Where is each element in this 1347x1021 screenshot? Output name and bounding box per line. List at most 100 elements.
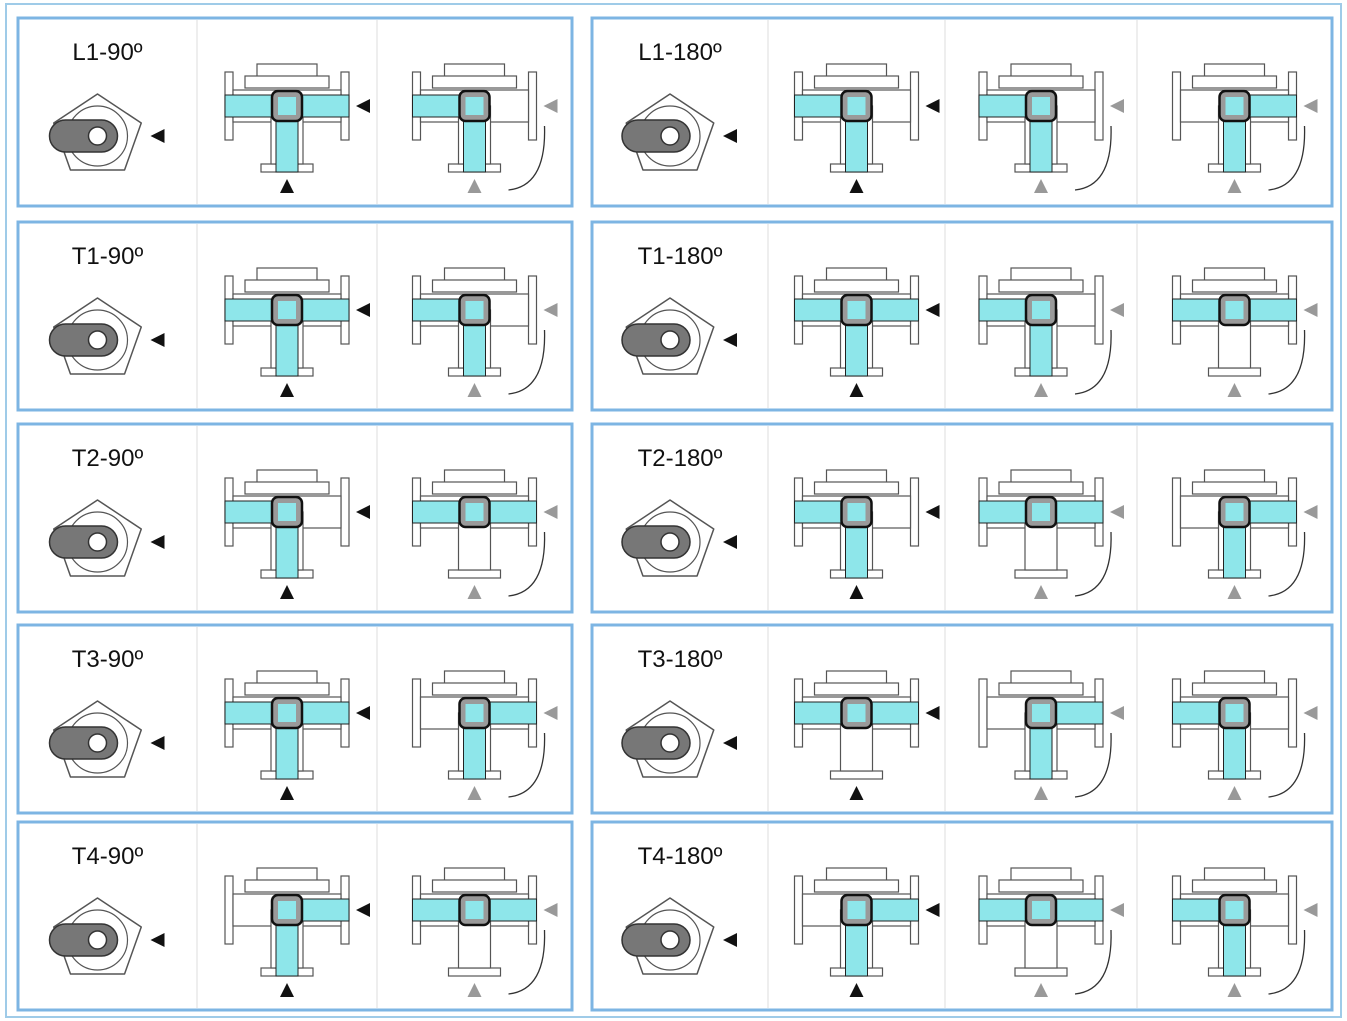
flow-arrow <box>1034 383 1048 397</box>
valve-bonnet <box>431 279 518 293</box>
valve-flange <box>527 275 538 345</box>
actuator-hub <box>87 930 108 950</box>
rotation-arrow <box>1268 732 1306 798</box>
valve-bonnet <box>244 481 330 495</box>
flow-arrow <box>467 585 482 599</box>
valve-panel: T2-180º <box>590 422 1334 614</box>
rotation-arrow <box>508 125 546 191</box>
panel-label: L1-90º <box>72 39 142 66</box>
flow-arrow <box>150 333 165 347</box>
actuator-handle <box>621 119 691 153</box>
flow-channel <box>978 94 1030 118</box>
valve-ball-port <box>465 97 484 115</box>
flow-arrow <box>925 903 940 917</box>
valve-ball-port <box>1225 704 1244 722</box>
flow-channel <box>224 500 276 524</box>
valve-bonnet <box>431 879 518 893</box>
valve-ball-port <box>847 97 866 115</box>
valve-flange <box>411 678 422 748</box>
flow-arrow <box>925 505 940 519</box>
flow-channel <box>794 94 845 118</box>
valve-panel: T3-180º <box>590 623 1334 815</box>
flow-arrow <box>723 333 737 347</box>
valve-flange <box>793 875 804 945</box>
flow-arrow <box>1227 786 1242 800</box>
flow-arrow <box>1227 383 1242 397</box>
flow-channel <box>275 321 299 377</box>
valve-ball-port <box>1032 704 1050 722</box>
valve-bonnet <box>431 682 518 696</box>
flow-channel <box>1223 523 1246 579</box>
flow-channel <box>486 500 537 524</box>
flow-channel <box>794 701 845 725</box>
valve-bonnet <box>1191 879 1278 893</box>
panel-label: L1-180º <box>638 39 722 66</box>
flow-arrow <box>543 99 558 113</box>
flow-arrow <box>1227 983 1242 997</box>
valve-panel: T4-90º <box>16 820 574 1012</box>
flow-channel <box>412 298 463 322</box>
flow-arrow <box>467 983 482 997</box>
valve-flange <box>1171 477 1182 547</box>
flow-arrow <box>1034 786 1048 800</box>
flow-arrow <box>356 303 370 317</box>
flow-arrow <box>849 786 864 800</box>
flow-arrow <box>723 129 737 143</box>
flow-channel <box>275 117 299 173</box>
flow-channel <box>1029 117 1053 173</box>
rotation-arrow <box>508 732 546 798</box>
flow-channel <box>224 298 276 322</box>
valve-bonnet <box>1191 682 1278 696</box>
valve-flange <box>1287 875 1298 945</box>
valve-bonnet <box>1191 75 1278 89</box>
valve-bonnet <box>431 481 518 495</box>
flow-channel <box>275 523 299 579</box>
flow-arrow <box>849 983 864 997</box>
flow-channel <box>298 701 350 725</box>
outer-border <box>5 3 1342 1018</box>
actuator-hub <box>87 532 108 552</box>
panel-label: T2-90º <box>72 445 144 472</box>
valve-bonnet <box>244 75 330 89</box>
flow-channel <box>275 724 299 780</box>
flow-channel <box>1172 298 1223 322</box>
flow-channel <box>868 898 919 922</box>
flow-arrow <box>849 585 864 599</box>
flow-channel <box>486 898 537 922</box>
flow-arrow <box>849 179 864 193</box>
flow-arrow <box>150 736 165 750</box>
actuator-hub <box>87 330 108 350</box>
panel-label: T4-180º <box>638 843 723 870</box>
flow-channel <box>845 117 868 173</box>
flow-arrow <box>280 585 294 599</box>
valve-bonnet <box>431 75 518 89</box>
valve-bonnet <box>813 279 900 293</box>
flow-arrow <box>1303 505 1318 519</box>
actuator-hub <box>660 733 680 753</box>
flow-channel <box>1029 321 1053 377</box>
actuator-hub <box>87 733 108 753</box>
flow-arrow <box>543 706 558 720</box>
flow-arrow <box>723 736 737 750</box>
flow-channel <box>1246 94 1297 118</box>
flow-arrow <box>1110 303 1124 317</box>
flow-channel <box>868 298 919 322</box>
valve-bonnet <box>998 682 1084 696</box>
valve-ball-port <box>1225 301 1244 319</box>
flow-channel <box>463 117 486 173</box>
flow-arrow <box>356 99 370 113</box>
actuator-hub <box>660 532 680 552</box>
flow-arrow <box>467 179 482 193</box>
valve-panel: T1-90º <box>16 220 574 412</box>
flow-arrow <box>280 383 294 397</box>
valve-ball-port <box>847 704 866 722</box>
flow-channel <box>1052 500 1104 524</box>
valve-ball-port <box>465 901 484 919</box>
flow-channel <box>1172 701 1223 725</box>
valve-panel: L1-90º <box>16 16 574 208</box>
panel-label: T1-90º <box>72 243 144 270</box>
actuator-hub <box>660 126 680 146</box>
flow-channel <box>224 701 276 725</box>
flow-arrow <box>925 706 940 720</box>
flow-arrow <box>1227 179 1242 193</box>
